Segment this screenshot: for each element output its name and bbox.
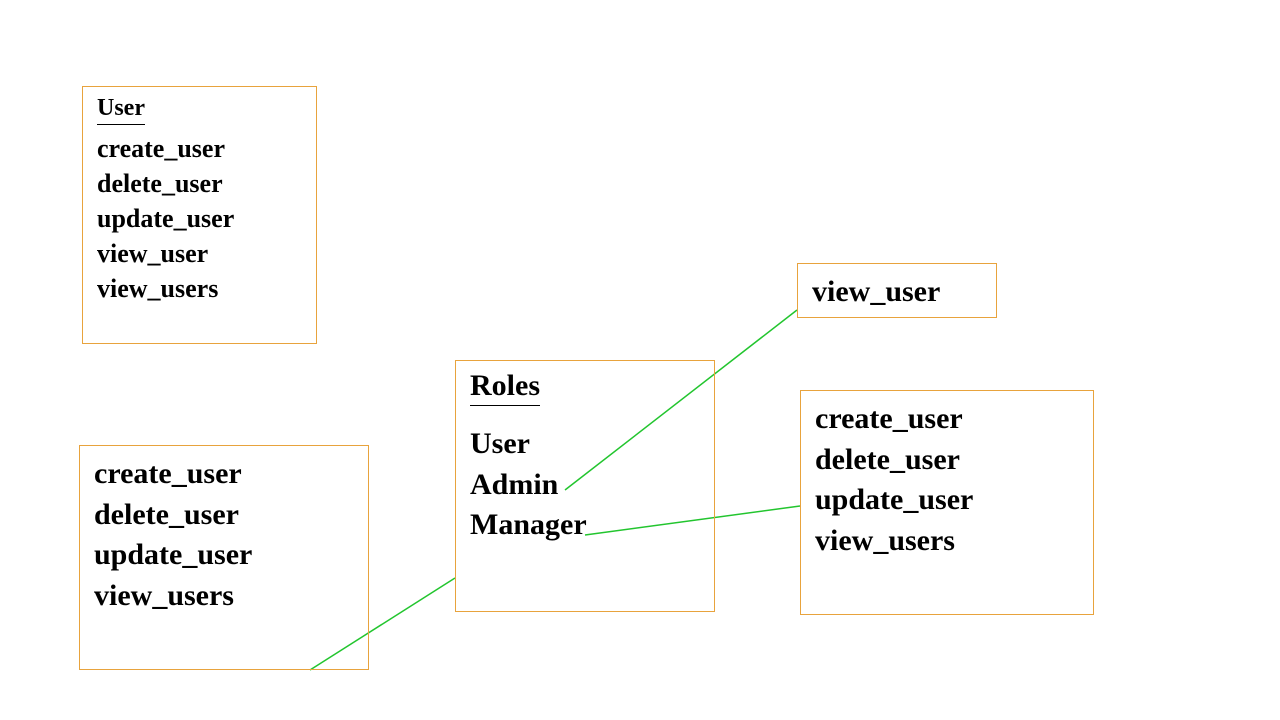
perm-item: view_users (94, 576, 354, 617)
user-box-item: view_users (97, 271, 302, 306)
role-item-user: User (470, 424, 700, 465)
roles-box-title: Roles (470, 369, 540, 406)
manager-permissions-box: create_user delete_user update_user view… (79, 445, 369, 670)
perm-item: update_user (815, 480, 1079, 521)
role-item-manager: Manager (470, 505, 700, 546)
user-box-item: delete_user (97, 166, 302, 201)
user-permissions-box: User create_user delete_user update_user… (82, 86, 317, 344)
user-box-item: update_user (97, 201, 302, 236)
admin-permissions-box: create_user delete_user update_user view… (800, 390, 1094, 615)
user-box-item: view_user (97, 236, 302, 271)
perm-item: create_user (94, 454, 354, 495)
role-item-admin: Admin (470, 465, 700, 506)
perm-item: delete_user (94, 495, 354, 536)
user-box-title: User (97, 95, 145, 125)
user-box-item: create_user (97, 131, 302, 166)
roles-box: Roles User Admin Manager (455, 360, 715, 612)
perm-item: update_user (94, 535, 354, 576)
perm-item: view_user (812, 272, 982, 313)
user-role-permissions-box: view_user (797, 263, 997, 318)
perm-item: create_user (815, 399, 1079, 440)
perm-item: delete_user (815, 440, 1079, 481)
perm-item: view_users (815, 521, 1079, 562)
